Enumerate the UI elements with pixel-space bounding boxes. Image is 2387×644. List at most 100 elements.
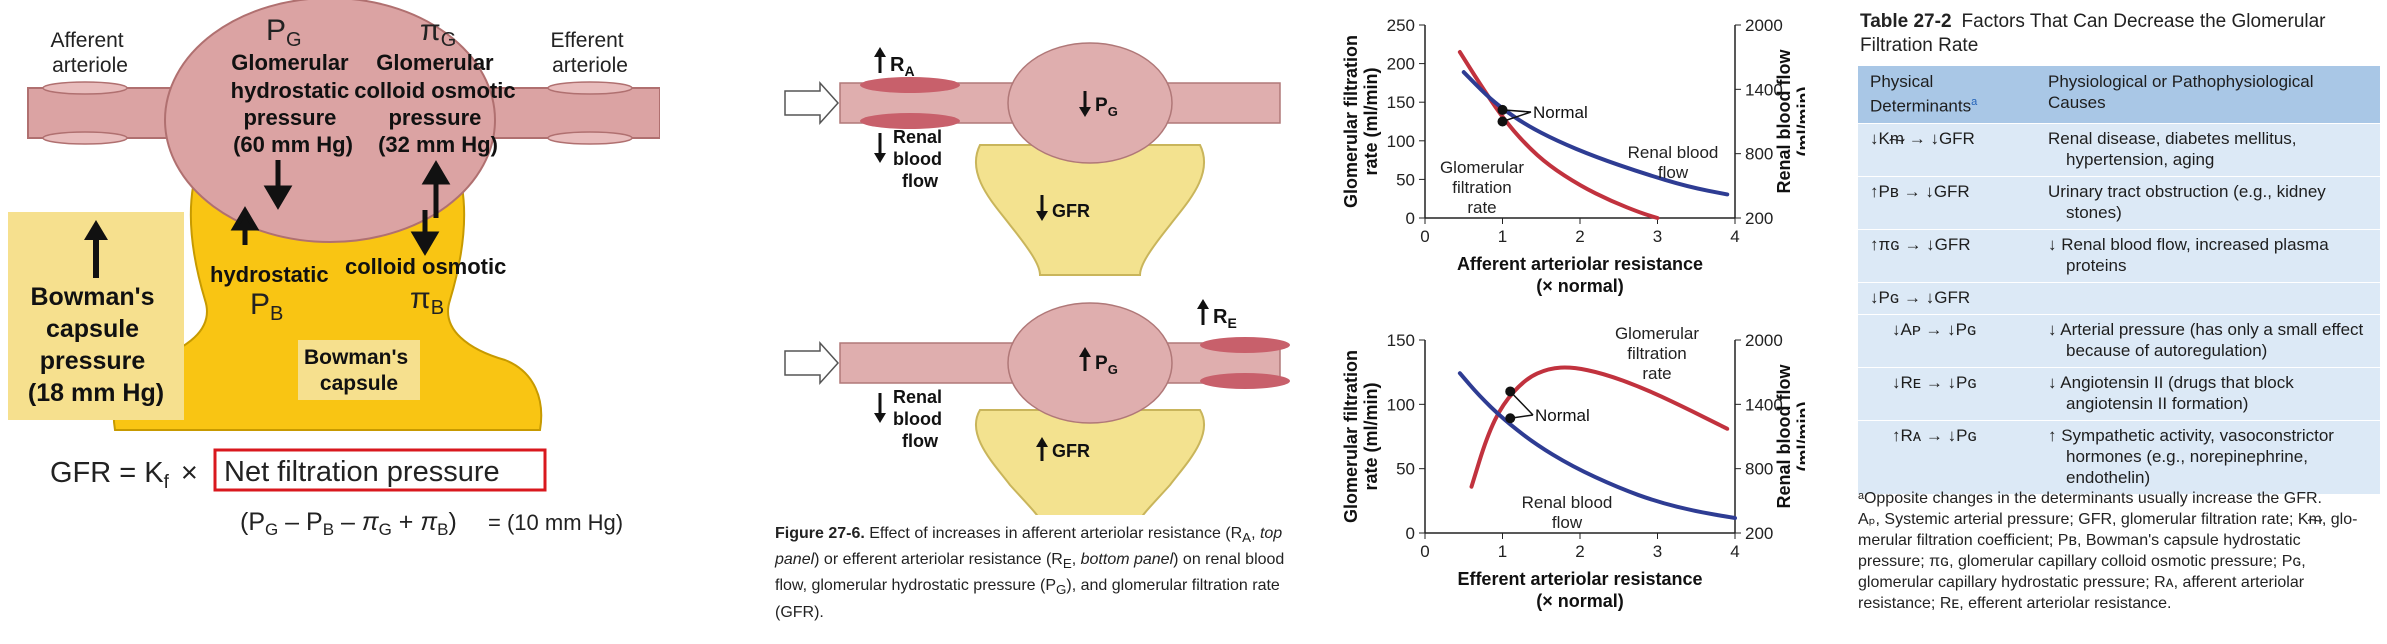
top-rbf-down-arrow-head	[874, 153, 886, 163]
table-title: Table 27-2 Factors That Can Decrease the …	[1860, 10, 2380, 58]
bottom-glomerulus-shape	[1007, 302, 1173, 424]
table-cell-cause: ↓ Renal blood flow, increased plasma pro…	[2036, 228, 2380, 283]
table-header-causes: Physiological or Pathophysiological Caus…	[2036, 66, 2380, 124]
footnote-line: Aₚ, Systemic arterial pressure; GFR, glo…	[1858, 511, 2358, 528]
bottom-rbf-label: Renal blood flow	[893, 387, 947, 451]
top-gfr-label: GFR	[1052, 201, 1090, 221]
gfr-equation: GFR = Kf ×	[50, 457, 198, 493]
pb-up-arrow-head	[230, 206, 260, 231]
footnote-line: resistance; Rᴇ, efferent arteriolar resi…	[1858, 595, 2172, 612]
table-title-text: Factors That Can Decrease the Glomerular…	[1860, 11, 2326, 56]
table-row: ↑πɢ → ↓GFR ↓ Renal blood flow, increased …	[1858, 228, 2380, 283]
y2-tick-label: 800	[1745, 145, 1773, 164]
y-tick-label: 50	[1396, 460, 1415, 479]
bottom-efferent-constriction-lower	[1200, 373, 1290, 389]
x-tick-label: 1	[1498, 542, 1507, 561]
pig-up-arrow-head	[421, 160, 451, 185]
table-cell-determinant: ↓Kᵯ → ↓GFR	[1858, 122, 2036, 177]
bottom-gfr-up-arrow-head	[1036, 437, 1048, 447]
pib-symbol: πB	[410, 282, 444, 319]
y2-tick-label: 2000	[1745, 331, 1783, 350]
table-row: ↑Rᴀ → ↓Pɢ ↑ Sympathetic activity, vasocon…	[1858, 419, 2380, 494]
pib-down-arrow-head	[410, 231, 440, 256]
afferent-resistance-chart: 0 1 2 3 4 0 50 100 150 200 250 200 800 1400 2000 Normal…	[1341, 16, 1805, 296]
top-capsule-shape	[974, 144, 1206, 276]
glomerulus-shape	[164, 0, 496, 243]
table-row: ↓Rᴇ → ↓Pɢ ↓ Angiotensin II (drugs that bl…	[1858, 366, 2380, 421]
gfr-series-line	[1469, 365, 1730, 489]
y-tick-label: 0	[1406, 524, 1415, 543]
rbf-annotation: Renal blood flow	[1522, 493, 1613, 532]
pb-symbol: PB	[250, 288, 283, 325]
y2-tick-label: 200	[1745, 209, 1773, 228]
glomerulus-pressure-diagram: Afferent arteriole Efferent arteriole PG…	[8, 0, 660, 539]
rbf-annotation: Renal blood flow	[1628, 143, 1719, 182]
hydrostatic-label: hydrostatic	[210, 262, 329, 287]
y2-axis-label: Renal blood flow(ml/min)	[1774, 364, 1805, 509]
top-ra-label: RA	[890, 54, 915, 79]
table-cell-determinant: ↑Pʙ → ↓GFR	[1858, 175, 2036, 230]
afferent-lumen-bottom	[42, 131, 128, 145]
normal-point	[1505, 413, 1516, 424]
top-gfr-down-arrow-head	[1036, 211, 1048, 221]
table-cell-cause	[2036, 281, 2380, 315]
y-axis-label: Glomerular filtrationrate (ml/min)	[1341, 350, 1381, 523]
x-axis-label: Afferent arteriolar resistance (× normal)	[1457, 254, 1703, 296]
efferent-label: Efferent arteriole	[550, 29, 629, 77]
x-axis-label: Efferent arteriolar resistance (× normal)	[1457, 569, 1702, 611]
table-cell-determinant: ↑Rᴀ → ↓Pɢ	[1858, 419, 2036, 494]
normal-point	[1497, 104, 1508, 115]
bowman-capsule-label-bg	[298, 340, 420, 400]
y-tick-label: 150	[1387, 331, 1415, 350]
afferent-label: Afferent arteriole	[50, 29, 129, 77]
table-row: ↑Pʙ → ↓GFR Urinary tract obstruction (e.g…	[1858, 175, 2380, 230]
normal-annotation: Normal	[1533, 103, 1588, 122]
footnote-line: merular filtration coefficient; Pʙ, Bowm…	[1858, 532, 2301, 549]
bowman-pressure-arrow-head	[84, 220, 108, 240]
caption-text-1: Effect of increases in afferent arteriol…	[864, 525, 1243, 542]
bottom-re-up-arrow-head	[1197, 299, 1209, 309]
gfr-annotation: Glomerular filtration rate	[1615, 325, 1699, 383]
caption-text-4: ,	[1071, 551, 1081, 569]
y2-tick-label: 1400	[1745, 80, 1783, 99]
table-cell-cause: ↓ Arterial pressure (has only a small ef…	[2036, 313, 2380, 368]
gfr-annotation: Glomerular filtration rate	[1440, 158, 1524, 217]
caption-text-3: ) or efferent arteriolar resistance (R	[814, 551, 1063, 569]
normal-point	[1505, 386, 1516, 397]
x-tick-label: 1	[1498, 227, 1507, 246]
x-tick-label: 3	[1653, 227, 1662, 246]
y-tick-label: 100	[1387, 132, 1415, 151]
pig-symbol: πG	[420, 14, 456, 51]
caption-text-2: ,	[1251, 525, 1260, 542]
x-tick-label: 2	[1575, 542, 1584, 561]
bottom-efferent-constriction-upper	[1200, 337, 1290, 353]
y-tick-label: 100	[1387, 395, 1415, 414]
footnote-line: ᵃOpposite changes in the determinants us…	[1858, 490, 2322, 507]
top-pg-label: PG	[1095, 95, 1118, 119]
table-cell-determinant: ↓Rᴇ → ↓Pɢ	[1858, 366, 2036, 421]
y2-tick-label: 200	[1745, 524, 1773, 543]
top-inflow-arrow	[784, 81, 840, 125]
normal-point	[1497, 116, 1508, 127]
table-cell-determinant: ↑πɢ → ↓GFR	[1858, 228, 2036, 283]
caption-sub-a: A	[1242, 530, 1252, 546]
bottom-capsule-shape	[974, 409, 1206, 515]
caption-em-top: top panel	[775, 525, 1283, 569]
normal-annotation: Normal	[1535, 406, 1590, 425]
pg-down-arrow-head	[263, 185, 293, 210]
bowman-capsule-label: Bowman's capsule	[304, 346, 414, 395]
efferent-lumen-top	[547, 81, 633, 95]
glomerular-colloid-label: Glomerular colloid osmotic pressure (32 …	[354, 50, 521, 157]
table-cell-cause: ↓ Angiotensin II (drugs that block angio…	[2036, 366, 2380, 421]
table-number: Table 27-2	[1860, 11, 1952, 32]
table-header-row: Physical Determinantsa Physiological or …	[1858, 66, 2380, 124]
table-cell-cause: ↑ Sympathetic activity, vasoconstrictor …	[2036, 419, 2380, 494]
top-pg-down-arrow-head	[1079, 107, 1091, 117]
caption-em-bottom: bottom panel	[1080, 551, 1174, 569]
y2-tick-label: 800	[1745, 460, 1773, 479]
table-row: ↓Pɢ → ↓GFR	[1858, 281, 2380, 315]
footnote-line: glomerular capillary hydrostatic pressur…	[1858, 574, 2305, 591]
bottom-gfr-label: GFR	[1052, 441, 1090, 461]
x-tick-label: 0	[1420, 227, 1429, 246]
top-glomerulus-shape	[1007, 42, 1173, 164]
